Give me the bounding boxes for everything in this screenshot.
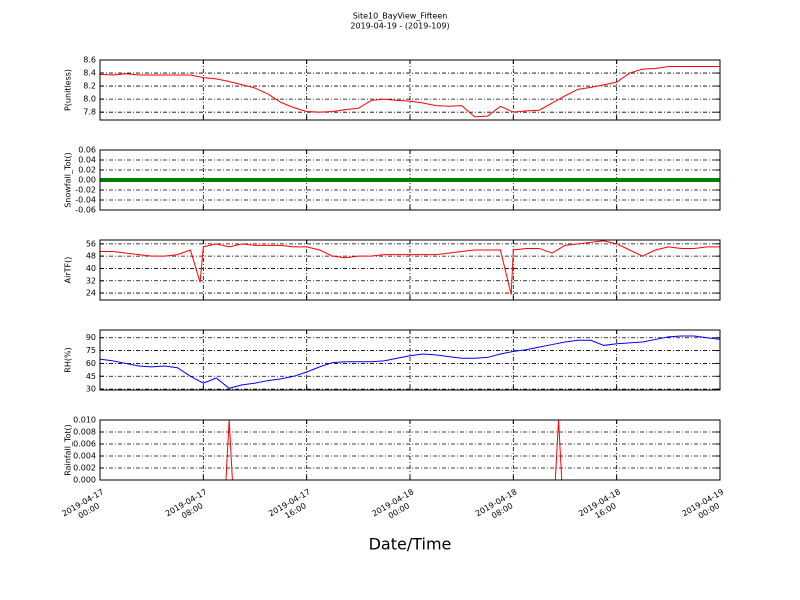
y-tick-label: 0.006 [73,440,96,449]
y-tick-label: 56 [86,239,96,248]
y-axis-label: P(unitless) [64,69,73,111]
y-tick-label: 30 [86,385,96,394]
y-tick-label: 90 [86,333,96,342]
axes-frame [99,239,721,301]
y-axis-label: RH(%) [64,347,73,372]
data-line [100,335,720,389]
axes-frame [99,419,721,481]
y-tick-label: 8.0 [83,95,96,104]
y-tick-label: 60 [86,359,96,368]
y-tick-label: 8.6 [83,56,96,65]
plot-area [100,66,720,118]
axes-frame [99,149,721,211]
y-axis-label: AirTF() [64,257,73,284]
plot-area [100,240,720,295]
data-line [100,240,720,295]
chart-title: Site10_BayView_Fifteen [353,12,448,21]
data-line [100,66,720,118]
axes-frame [99,329,721,391]
y-tick-label: 24 [86,289,96,298]
y-tick-label: 0.04 [78,156,96,165]
y-tick-label: 0.02 [78,166,96,175]
y-tick-label: 0.06 [78,146,96,155]
y-tick-label: 45 [86,372,96,381]
y-tick-label: 8.4 [83,69,96,78]
y-tick-label: 32 [86,276,96,285]
y-axis-label: Snowfall_Tot() [64,152,73,208]
chart-subtitle: 2019-04-19 - (2019-109) [350,22,449,31]
y-tick-label: 0.008 [73,428,96,437]
plot-area [100,335,720,389]
y-tick-label: 0.010 [73,416,96,425]
y-tick-label: -0.02 [75,186,96,195]
y-tick-label: -0.04 [75,196,96,205]
y-tick-label: 0.00 [78,176,96,185]
y-tick-label: 40 [86,264,96,273]
y-tick-label: 75 [86,346,96,355]
plot-area [100,420,720,480]
y-axis-label: Rainfall_Tot() [64,424,73,476]
axes-frame [99,59,721,121]
y-tick-label: 0.000 [73,476,96,485]
data-line [100,420,720,480]
x-axis-label: Date/Time [369,535,452,554]
y-tick-label: 48 [86,252,96,261]
y-tick-label: 7.8 [83,108,96,117]
y-tick-label: -0.06 [75,206,96,215]
y-tick-label: 0.002 [73,464,96,473]
y-tick-label: 8.2 [83,82,96,91]
y-tick-label: 0.004 [73,452,96,461]
